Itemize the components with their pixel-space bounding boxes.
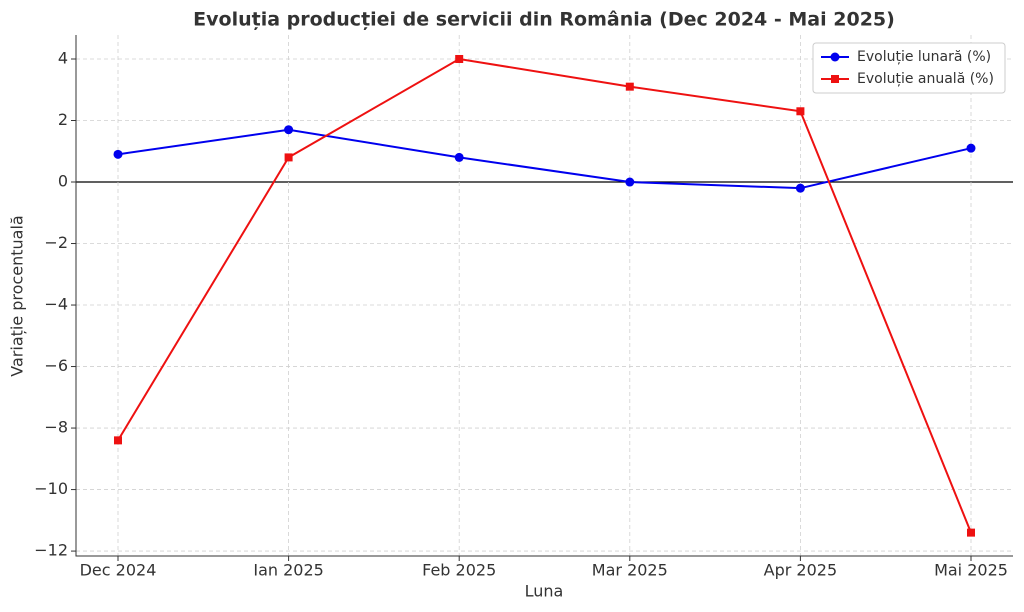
y-tick-label: 4 (58, 48, 68, 67)
y-tick-label: −6 (44, 356, 68, 375)
x-tick-label: Mar 2025 (592, 561, 668, 580)
x-tick-label: Feb 2025 (422, 561, 496, 580)
legend-box (812, 42, 1006, 94)
series-line (117, 57, 972, 534)
marker (625, 177, 635, 187)
x-axis-label: Luna (525, 582, 564, 601)
marker (113, 149, 123, 159)
x-tick-label: Apr 2025 (764, 561, 837, 580)
x-tick-label: Dec 2024 (80, 561, 157, 580)
marker (284, 125, 294, 135)
y-axis-label: Variație procentuală (8, 215, 27, 376)
x-tick-label: Mai 2025 (934, 561, 1008, 580)
x-tick-label: Ian 2025 (253, 561, 323, 580)
y-tick-label: 0 (58, 172, 68, 191)
marker (796, 107, 805, 116)
y-tick-label: −12 (34, 541, 68, 560)
chart-title: Evoluția producției de servicii din Româ… (193, 9, 895, 31)
legend-label: Evoluție lunară (%) (857, 49, 991, 65)
marker (455, 54, 464, 63)
y-tick-label: −8 (44, 418, 68, 437)
marker (795, 183, 805, 193)
marker (831, 75, 839, 83)
marker (284, 153, 293, 162)
marker (625, 82, 634, 91)
y-tick-label: −2 (44, 233, 68, 252)
marker (454, 152, 464, 162)
marker (967, 528, 975, 537)
legend-label: Evoluție anuală (%) (857, 71, 994, 87)
marker (830, 52, 840, 62)
axes (75, 35, 1013, 557)
marker (114, 436, 122, 445)
marker (966, 143, 976, 153)
series-line (117, 128, 972, 190)
y-tick-label: 2 (58, 110, 68, 129)
y-tick-label: −10 (34, 479, 68, 498)
y-tick-label: −4 (44, 295, 68, 314)
